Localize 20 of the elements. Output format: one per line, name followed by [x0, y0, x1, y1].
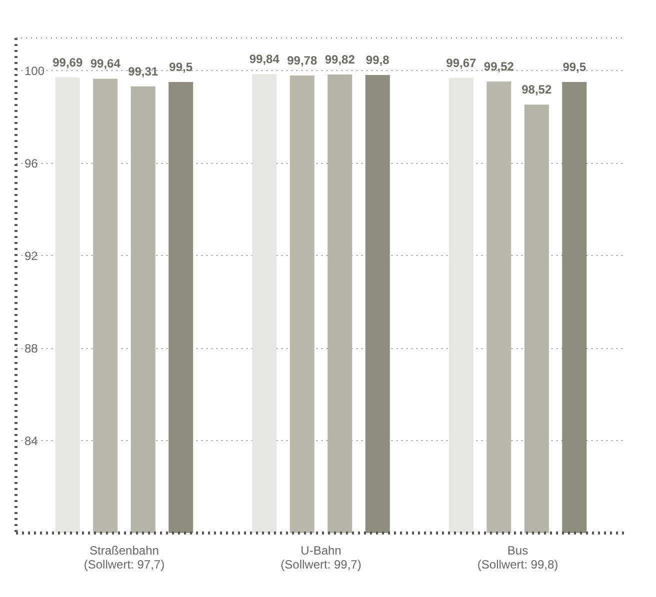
data-label: 99,52 — [484, 59, 514, 74]
data-label: 99,5 — [169, 60, 193, 74]
data-label: 99,69 — [52, 56, 83, 70]
x-tick-label: Bus (Sollwert: 99,8) — [477, 544, 558, 572]
data-label: 99,64 — [90, 56, 121, 71]
data-label: 99,8 — [366, 53, 390, 68]
data-label: 99,67 — [446, 56, 477, 70]
data-label: 99,78 — [287, 53, 318, 68]
data-label: 99,84 — [249, 52, 280, 66]
y-tick-label: 88 — [24, 341, 38, 356]
y-tick-label: 92 — [24, 248, 38, 263]
y-tick-label: 84 — [24, 434, 38, 448]
y-tick-label: 100 — [24, 64, 45, 78]
y-tick-label: 96 — [24, 156, 38, 170]
x-tick-label: U-Bahn (Sollwert: 99,7) — [280, 544, 362, 572]
data-label: 99,31 — [128, 64, 158, 78]
data-label: 99,82 — [324, 52, 356, 67]
data-label: 99,5 — [562, 60, 586, 74]
x-tick-label: Straßenbahn (Sollwert: 97,7) — [84, 544, 165, 572]
data-label: 98,52 — [522, 82, 552, 97]
